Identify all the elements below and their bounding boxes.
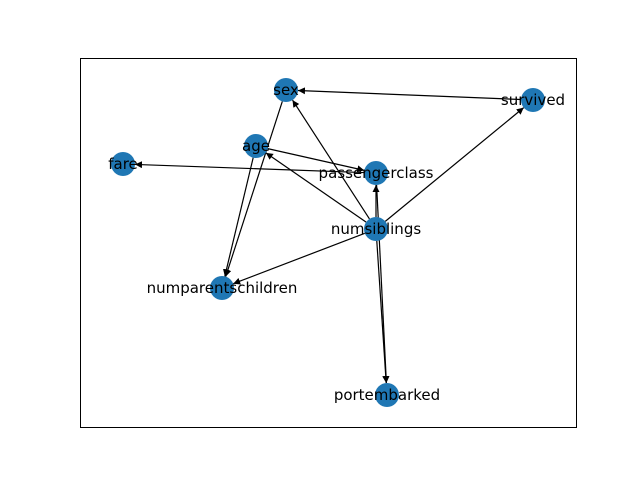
edge-numsiblings-to-age	[265, 152, 367, 223]
node-numparentschildren	[210, 276, 234, 300]
edge-numsiblings-to-numparentschildren	[232, 232, 366, 285]
node-label-survived: survived	[501, 91, 565, 109]
node-passengerclass	[364, 161, 388, 185]
edge-age-to-numparentschildren	[223, 157, 254, 277]
node-survived	[521, 88, 545, 112]
node-portembarked	[375, 383, 399, 407]
edge-numsiblings-to-sex	[292, 99, 370, 220]
plot-frame	[80, 58, 577, 428]
node-label-numparentschildren: numparentschildren	[147, 279, 298, 297]
node-label-sex: sex	[273, 81, 299, 99]
node-label-fare: fare	[108, 155, 138, 173]
label-layer: sex survived age fare passengerclass numsibli…	[108, 81, 565, 404]
edge-passengerclass-to-portembarked	[375, 184, 390, 384]
edge-survived-to-sex	[297, 87, 522, 101]
node-age	[244, 134, 268, 158]
node-sex	[274, 78, 298, 102]
node-label-passengerclass: passengerclass	[319, 164, 434, 182]
node-label-age: age	[242, 137, 270, 155]
node-label-numsiblings: numsiblings	[331, 220, 421, 238]
node-label-portembarked: portembarked	[334, 386, 440, 404]
edge-numsiblings-to-survived	[384, 107, 525, 222]
edge-age-to-passengerclass	[267, 148, 365, 173]
edge-sex-to-numparentschildren	[224, 101, 283, 277]
edge-layer	[134, 87, 525, 384]
node-layer	[111, 78, 545, 407]
node-numsiblings	[364, 217, 388, 241]
edge-passengerclass-to-fare	[134, 161, 365, 174]
node-fare	[111, 152, 135, 176]
